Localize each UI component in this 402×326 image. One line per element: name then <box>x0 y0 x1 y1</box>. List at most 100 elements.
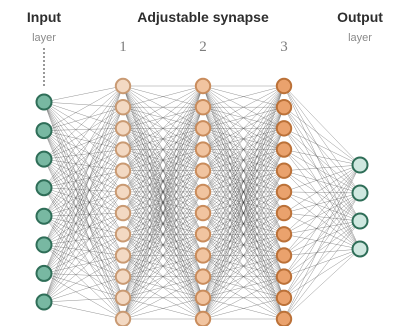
synapse-line <box>122 255 204 320</box>
synapse-line <box>122 85 204 171</box>
synapse-line <box>43 216 124 320</box>
input-layer-title: Input <box>27 9 62 25</box>
synapse-line <box>122 85 204 320</box>
synapse-line <box>43 297 124 303</box>
synapse-line <box>283 192 361 214</box>
synapse-line <box>202 107 285 320</box>
synapse-line <box>283 164 361 277</box>
synapse-line <box>122 85 204 129</box>
synapse-line <box>43 273 124 277</box>
synapse-line <box>43 158 124 214</box>
synapse-line <box>202 128 285 320</box>
synapse-line <box>283 85 361 250</box>
synapse-line <box>283 164 361 256</box>
hidden-layer-2-number: 2 <box>199 39 207 55</box>
synapse-line <box>283 192 361 320</box>
hidden-2-neuron <box>194 204 212 222</box>
synapse-line <box>283 248 361 320</box>
synapse-line <box>43 276 124 303</box>
hidden-3-neuron <box>275 98 293 116</box>
synapse-line <box>202 255 285 320</box>
synapse-line <box>202 85 285 256</box>
synapse-line <box>202 85 285 235</box>
synapse-line <box>43 85 124 245</box>
synapse-line <box>43 101 124 171</box>
synapse-line <box>43 128 124 245</box>
synapse-line <box>283 128 361 166</box>
synapse-line <box>122 149 204 320</box>
synapse-line <box>43 149 124 246</box>
hidden-2-neuron <box>194 310 212 326</box>
synapse-line <box>43 273 124 299</box>
synapse-line <box>43 85 124 274</box>
input-neuron <box>35 93 53 111</box>
synapse-line <box>43 107 124 217</box>
synapse-line <box>43 130 124 298</box>
synapse-line <box>283 164 361 171</box>
synapse-line <box>43 130 124 235</box>
hidden-3-neuron <box>275 162 293 179</box>
synapse-line <box>43 128 124 217</box>
hidden-1-neuron <box>114 204 132 222</box>
synapse-line <box>122 128 204 320</box>
synapse-line <box>43 255 124 303</box>
synapse-line <box>283 85 361 222</box>
hidden-1-neuron <box>114 268 132 285</box>
synapse-line <box>43 191 124 274</box>
hidden-2-neuron <box>194 120 212 137</box>
synapse-line <box>43 85 124 103</box>
synapse-line <box>283 248 361 299</box>
synapse-line <box>43 244 124 256</box>
synapse-line <box>43 216 124 256</box>
synapse-line <box>283 149 361 250</box>
synapse-line <box>43 107 124 245</box>
synapse-line <box>43 107 124 303</box>
synapse-line <box>43 128 124 131</box>
synapse-line <box>283 85 361 194</box>
synapse-line <box>43 170 124 303</box>
synapse-line <box>43 128 124 188</box>
synapse-line <box>43 149 124 160</box>
hidden-3-neuron <box>275 183 293 201</box>
synapse-line <box>43 212 124 303</box>
synapse-line <box>43 187 124 256</box>
synapse-line <box>43 187 124 298</box>
hidden-3-neuron <box>275 120 293 137</box>
synapse-line <box>283 164 361 298</box>
synapse-line <box>202 149 285 320</box>
synapse-line <box>122 212 204 320</box>
input-layer-subtitle: layer <box>32 32 56 44</box>
synapse-line <box>43 234 124 246</box>
hidden-3-neuron <box>275 141 293 158</box>
synapse-line <box>122 107 204 320</box>
synapse-line <box>202 170 285 320</box>
input-neuron <box>35 150 53 168</box>
hidden-3-neuron <box>275 268 293 285</box>
synapse-line <box>43 101 124 193</box>
hidden-2-neuron <box>194 98 212 116</box>
synapse-connections <box>43 85 361 320</box>
synapse-line <box>283 170 361 194</box>
synapse-line <box>202 85 285 320</box>
synapse-line <box>43 244 124 277</box>
synapse-line <box>202 85 285 108</box>
input-neuron <box>35 207 53 225</box>
synapse-line <box>43 101 124 235</box>
synapse-line <box>43 106 124 131</box>
synapse-line <box>43 85 124 188</box>
synapse-line <box>283 220 361 277</box>
synapse-line <box>43 149 124 303</box>
input-neuron <box>35 293 53 311</box>
synapse-line <box>43 101 124 108</box>
hidden-2-neuron <box>194 289 212 307</box>
synapse-line <box>122 234 204 320</box>
synapse-line <box>122 85 204 108</box>
output-layer-subtitle: layer <box>348 32 372 44</box>
synapse-line <box>43 85 124 217</box>
hidden-1-neuron <box>114 162 132 179</box>
synapse-line <box>283 128 361 194</box>
synapse-line <box>283 191 361 222</box>
synapse-line <box>283 164 361 193</box>
output-layer-title: Output <box>337 9 383 25</box>
synapse-line <box>202 276 285 320</box>
